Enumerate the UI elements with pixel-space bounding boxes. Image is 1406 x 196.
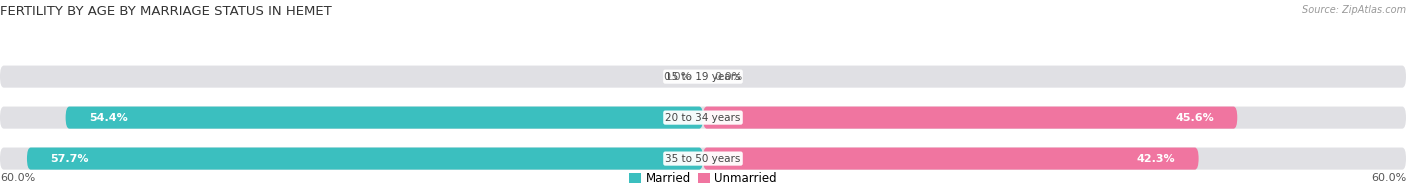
FancyBboxPatch shape: [27, 148, 703, 170]
Text: 0.0%: 0.0%: [664, 72, 692, 82]
FancyBboxPatch shape: [66, 107, 703, 129]
FancyBboxPatch shape: [703, 148, 1198, 170]
Text: 54.4%: 54.4%: [89, 113, 128, 123]
Text: 57.7%: 57.7%: [51, 154, 89, 164]
Text: 60.0%: 60.0%: [0, 173, 35, 183]
Text: FERTILITY BY AGE BY MARRIAGE STATUS IN HEMET: FERTILITY BY AGE BY MARRIAGE STATUS IN H…: [0, 5, 332, 18]
Text: 42.3%: 42.3%: [1136, 154, 1175, 164]
FancyBboxPatch shape: [0, 148, 1406, 170]
Text: Source: ZipAtlas.com: Source: ZipAtlas.com: [1302, 5, 1406, 15]
Text: 20 to 34 years: 20 to 34 years: [665, 113, 741, 123]
Text: 60.0%: 60.0%: [1371, 173, 1406, 183]
Text: 45.6%: 45.6%: [1175, 113, 1213, 123]
Text: 35 to 50 years: 35 to 50 years: [665, 154, 741, 164]
Legend: Married, Unmarried: Married, Unmarried: [624, 168, 782, 190]
Text: 0.0%: 0.0%: [714, 72, 742, 82]
Text: 15 to 19 years: 15 to 19 years: [665, 72, 741, 82]
FancyBboxPatch shape: [703, 107, 1237, 129]
FancyBboxPatch shape: [0, 66, 1406, 88]
FancyBboxPatch shape: [0, 107, 1406, 129]
